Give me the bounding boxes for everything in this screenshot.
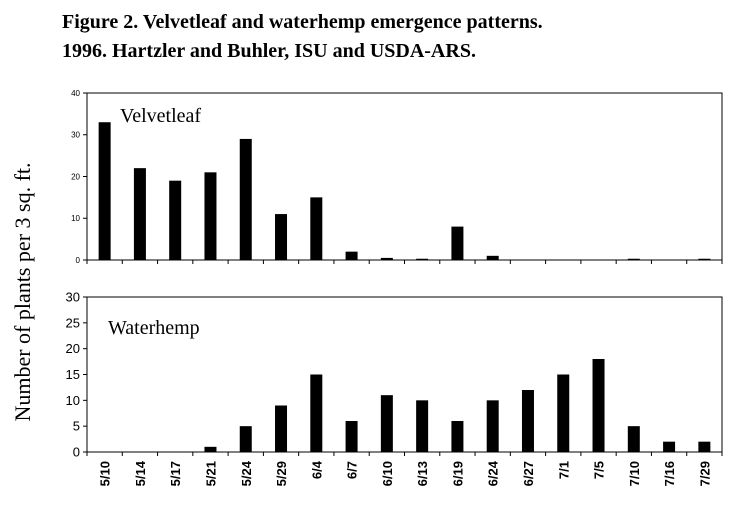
velvetleaf-bar [98,122,111,260]
waterhemp-y-tick-label: 10 [66,393,80,408]
x-axis-category-label: 6/4 [309,460,324,479]
waterhemp-bar [521,390,534,452]
x-axis-category-label: 7/29 [697,461,712,486]
x-axis-category-label: 7/16 [662,461,677,486]
velvetleaf-bar [133,168,146,260]
x-axis-category-label: 6/7 [345,461,360,479]
velvetleaf-y-tick-label: 40 [71,89,80,98]
waterhemp-bar [345,421,358,452]
x-axis-category-label: 5/21 [203,461,218,486]
waterhemp-bar [698,441,711,452]
waterhemp-bar [310,374,323,452]
velvetleaf-bar [275,214,288,260]
figure-title-line-1: Figure 2. Velvetleaf and waterhemp emerg… [62,11,543,33]
velvetleaf-y-tick-label: 30 [71,131,80,140]
waterhemp-y-tick-label: 15 [66,367,80,382]
velvetleaf-y-tick-label: 20 [71,172,80,181]
velvetleaf-bar [310,197,323,260]
waterhemp-y-tick-label: 5 [73,419,80,434]
velvetleaf-bar [169,180,182,260]
velvetleaf-bar [345,251,358,260]
x-axis-category-label: 6/27 [521,461,536,486]
waterhemp-bar [486,400,499,452]
velvetleaf-series-label: Velvetleaf [120,105,201,127]
figure-title: Figure 2. Velvetleaf and waterhemp emerg… [62,8,732,66]
x-axis-category-label: 6/13 [415,461,430,486]
x-axis-category-label: 7/1 [556,461,571,479]
waterhemp-y-tick-label: 30 [66,290,80,305]
x-axis-category-label: 7/5 [592,461,607,479]
waterhemp-y-tick-label: 20 [66,341,80,356]
x-axis-category-label: 5/29 [274,461,289,486]
velvetleaf-bar [380,257,393,260]
x-axis-category-label: 6/10 [380,461,395,486]
waterhemp-bar [663,441,676,452]
figure-title-line-2: 1996. Hartzler and Buhler, ISU and USDA-… [62,40,476,62]
waterhemp-bar [204,446,217,452]
velvetleaf-y-tick-label: 0 [76,256,81,265]
waterhemp-bar [380,395,393,452]
x-axis-category-label: 7/10 [627,461,642,486]
waterhemp-y-tick-label: 0 [73,445,80,460]
x-axis-category-label: 6/24 [486,460,501,486]
velvetleaf-bar [451,226,464,260]
waterhemp-series-label: Waterhemp [108,317,200,339]
waterhemp-bar [239,426,252,452]
y-axis-label: Number of plants per 3 sq. ft. [10,162,35,421]
velvetleaf-bar [486,255,499,260]
waterhemp-bar [275,405,288,452]
waterhemp-bar [627,426,640,452]
velvetleaf-bar [627,258,640,260]
x-axis-category-label: 5/24 [239,460,254,486]
waterhemp-bar [451,421,464,452]
velvetleaf-bar [698,258,711,260]
velvetleaf-bar [416,258,429,260]
waterhemp-bar [592,359,605,452]
velvetleaf-y-tick-label: 10 [71,214,80,223]
waterhemp-y-tick-label: 25 [66,315,80,330]
x-axis-category-label: 5/14 [133,460,148,486]
velvetleaf-bar [204,172,217,260]
x-axis-category-label: 5/17 [168,461,183,486]
x-axis-category-label: 6/19 [450,461,465,486]
x-axis-category-label: 5/10 [98,461,113,486]
waterhemp-bar [416,400,429,452]
waterhemp-bar [557,374,570,452]
velvetleaf-bar [239,138,252,260]
